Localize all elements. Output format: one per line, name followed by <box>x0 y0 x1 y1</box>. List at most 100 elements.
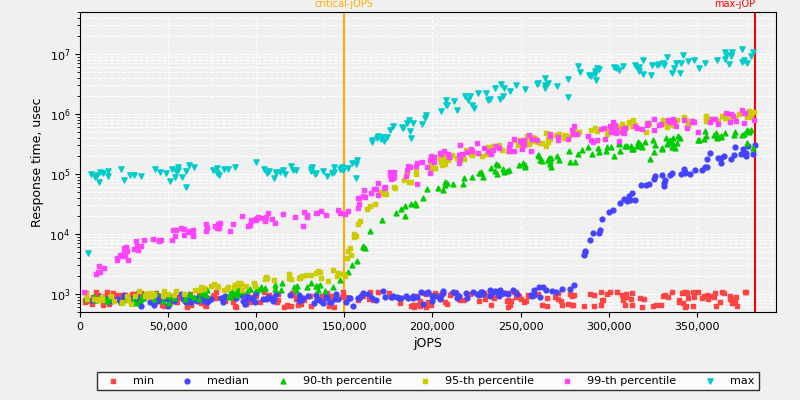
median <box>230 295 242 302</box>
max <box>210 170 223 176</box>
median <box>183 294 196 301</box>
max <box>574 69 586 75</box>
min <box>501 290 514 296</box>
median <box>577 252 590 258</box>
min <box>136 295 149 301</box>
max <box>258 166 270 172</box>
95-th percentile <box>642 121 655 127</box>
90-th percentile <box>711 134 724 141</box>
99-th percentile <box>258 218 271 224</box>
95-th percentile <box>205 283 218 289</box>
min <box>327 304 340 310</box>
min <box>578 302 590 309</box>
99-th percentile <box>590 136 603 143</box>
90-th percentile <box>542 156 554 163</box>
max <box>188 164 201 170</box>
min <box>152 298 165 304</box>
99-th percentile <box>266 216 278 223</box>
max <box>632 68 645 74</box>
median <box>739 153 752 159</box>
95-th percentile <box>491 143 504 149</box>
90-th percentile <box>631 139 644 145</box>
median <box>302 292 314 299</box>
90-th percentile <box>552 157 565 164</box>
median <box>118 292 131 298</box>
95-th percentile <box>711 118 724 124</box>
min <box>194 300 207 306</box>
median <box>106 298 118 304</box>
95-th percentile <box>338 272 351 279</box>
median <box>666 170 678 176</box>
max <box>325 170 338 176</box>
median <box>629 197 642 203</box>
max <box>497 93 510 99</box>
95-th percentile <box>133 288 146 294</box>
min <box>303 293 316 299</box>
95-th percentile <box>342 248 355 254</box>
99-th percentile <box>372 192 385 198</box>
min <box>173 294 186 300</box>
median <box>634 182 647 189</box>
max <box>472 90 485 96</box>
max <box>645 72 658 78</box>
max <box>415 120 428 127</box>
median <box>194 294 207 300</box>
90-th percentile <box>326 284 339 290</box>
max <box>342 165 354 171</box>
median <box>593 229 606 236</box>
median <box>679 170 692 176</box>
95-th percentile <box>344 245 357 251</box>
95-th percentile <box>699 115 712 121</box>
min <box>426 292 438 298</box>
max <box>538 85 551 91</box>
99-th percentile <box>334 209 346 216</box>
median <box>402 294 414 301</box>
median <box>437 290 450 296</box>
99-th percentile <box>243 221 256 228</box>
min <box>184 297 197 304</box>
99-th percentile <box>224 227 237 234</box>
95-th percentile <box>558 135 570 141</box>
95-th percentile <box>162 291 174 297</box>
90-th percentile <box>710 130 722 136</box>
median <box>310 296 323 302</box>
median <box>202 298 214 304</box>
99-th percentile <box>425 153 438 160</box>
95-th percentile <box>81 296 94 302</box>
90-th percentile <box>440 180 453 186</box>
max <box>270 170 282 176</box>
95-th percentile <box>699 118 712 124</box>
max <box>720 52 733 58</box>
95-th percentile <box>563 133 576 139</box>
90-th percentile <box>740 140 753 146</box>
median <box>315 298 328 304</box>
95-th percentile <box>699 112 712 119</box>
max <box>384 127 397 133</box>
median <box>152 296 165 303</box>
min <box>680 290 693 296</box>
90-th percentile <box>613 140 626 147</box>
max <box>335 166 348 172</box>
99-th percentile <box>301 212 314 218</box>
99-th percentile <box>567 123 580 129</box>
median <box>189 296 202 303</box>
min <box>235 289 248 295</box>
95-th percentile <box>745 111 758 118</box>
90-th percentile <box>439 179 452 186</box>
median <box>728 152 741 158</box>
90-th percentile <box>576 147 589 154</box>
min <box>285 290 298 296</box>
min <box>78 298 91 305</box>
99-th percentile <box>460 149 473 155</box>
95-th percentile <box>704 116 717 122</box>
99-th percentile <box>503 141 516 147</box>
min <box>351 297 364 303</box>
95-th percentile <box>138 293 151 299</box>
min <box>294 295 307 302</box>
median <box>94 296 107 302</box>
99-th percentile <box>516 146 529 152</box>
median <box>117 296 130 302</box>
median <box>737 146 750 153</box>
90-th percentile <box>545 155 558 161</box>
min <box>500 298 513 304</box>
